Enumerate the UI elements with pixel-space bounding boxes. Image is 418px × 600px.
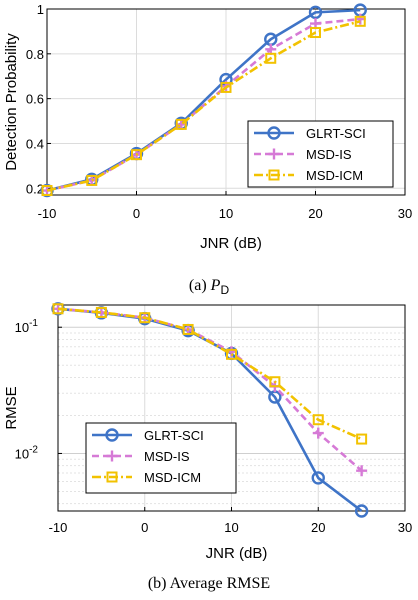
data-point <box>310 27 321 39</box>
legend-marker <box>268 148 280 160</box>
y-tick-exponent: -1 <box>29 318 38 329</box>
x-tick-label: -10 <box>38 206 57 221</box>
x-tick-label: 30 <box>398 206 412 221</box>
data-point <box>182 323 194 335</box>
data-point <box>220 81 232 93</box>
legend-label: GLRT-SCI <box>306 126 366 141</box>
data-point <box>52 303 64 315</box>
caption-label: (a) <box>189 277 211 294</box>
y-tick-label: 0.6 <box>26 92 44 107</box>
y-tick-label: 10-1 <box>15 318 39 335</box>
data-point <box>356 433 368 445</box>
legend-label: MSD-IS <box>306 147 352 162</box>
data-point <box>312 414 324 426</box>
data-point <box>41 185 53 197</box>
caption-subscript: D <box>220 283 229 297</box>
y-axis-label: RMSE <box>3 386 20 429</box>
chart-panel-a: -10 0 10 20 30 0.2 0.4 0.6 0.8 1 JNR (dB) Detection… <box>3 2 412 297</box>
series-line <box>57 307 363 441</box>
data-point <box>131 149 142 161</box>
data-point <box>269 376 281 388</box>
legend-marker <box>268 169 280 181</box>
y-axis-label: Detection Probability <box>3 33 20 171</box>
y-tick-label: 0.2 <box>26 181 44 196</box>
x-tick-label: 10 <box>224 520 238 535</box>
y-tick-label: 10-2 <box>15 444 39 461</box>
series-line <box>46 20 361 192</box>
data-point <box>356 465 368 477</box>
data-point <box>86 174 98 186</box>
x-tick-label: -10 <box>49 520 68 535</box>
legend-marker <box>106 450 118 462</box>
data-point <box>265 52 277 64</box>
x-axis-label: JNR (dB) <box>206 545 268 562</box>
y-tick-base: 10 <box>15 446 29 461</box>
y-tick-label: 0.8 <box>26 47 44 62</box>
x-tick-label: 10 <box>219 206 233 221</box>
legend-label: GLRT-SCI <box>144 428 204 443</box>
series-MSD-ICM <box>52 303 368 445</box>
legend-label: MSD-ICM <box>144 470 201 485</box>
panel-caption: (b) Average RMSE <box>148 575 270 592</box>
x-tick-label: 0 <box>141 520 148 535</box>
panel-caption: (a) PD <box>189 277 230 297</box>
caption-label: (b) <box>148 575 170 592</box>
y-tick-exponent: -2 <box>29 444 38 455</box>
data-point <box>308 5 323 20</box>
y-tick-label: 1 <box>37 2 44 17</box>
caption-text: Average RMSE <box>170 575 271 592</box>
x-axis-label: JNR (dB) <box>200 235 262 252</box>
caption-text: P <box>210 277 221 294</box>
legend-marker <box>106 471 118 483</box>
x-tick-label: 20 <box>308 206 322 221</box>
data-point <box>139 312 151 324</box>
legend: GLRT-SCI MSD-IS MSD-ICM <box>85 422 237 494</box>
legend-label: MSD-ICM <box>306 168 363 183</box>
data-point <box>312 427 324 439</box>
data-point <box>95 306 107 318</box>
series-line <box>46 17 361 192</box>
x-tick-label: 30 <box>398 520 412 535</box>
series-MSD-ICM <box>41 15 366 197</box>
legend: GLRT-SCI MSD-IS MSD-ICM <box>247 120 394 188</box>
x-tick-label: 20 <box>311 520 325 535</box>
data-point <box>354 15 366 27</box>
data-point <box>175 118 187 130</box>
legend-label: MSD-IS <box>144 449 190 464</box>
data-point <box>226 348 237 360</box>
legend-marker <box>105 428 119 442</box>
y-tick-base: 10 <box>15 320 29 335</box>
data-point <box>354 504 369 518</box>
legend-marker <box>267 126 281 140</box>
x-tick-label: 0 <box>133 206 140 221</box>
y-tick-label: 0.4 <box>26 136 44 151</box>
data-point <box>311 471 325 485</box>
